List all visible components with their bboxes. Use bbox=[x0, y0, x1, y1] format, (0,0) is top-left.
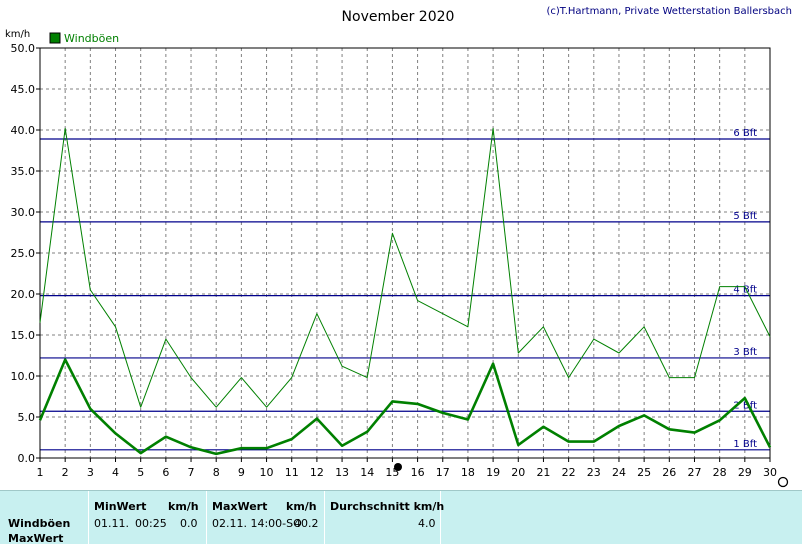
x-tick-label: 11 bbox=[285, 466, 299, 479]
x-tick-label: 28 bbox=[713, 466, 727, 479]
y-unit-label: km/h bbox=[5, 29, 30, 40]
x-tick-label: 18 bbox=[461, 466, 475, 479]
max-datetime: 02.11. 14:00-SO bbox=[212, 517, 302, 530]
x-tick-label: 22 bbox=[562, 466, 576, 479]
series-lines bbox=[38, 127, 772, 456]
summary-table: Windböen MaxWert MinWert km/h 01.11. 00:… bbox=[0, 490, 802, 545]
legend-label: Windböen bbox=[64, 32, 119, 45]
min-header: MinWert bbox=[94, 500, 147, 513]
x-tick-label: 4 bbox=[112, 466, 119, 479]
new-moon-icon bbox=[394, 463, 402, 471]
x-tick-label: 7 bbox=[188, 466, 195, 479]
x-tick-label: 25 bbox=[637, 466, 651, 479]
avg-header: Durchschnitt km/h bbox=[330, 500, 445, 513]
y-tick-label: 40.0 bbox=[11, 124, 36, 137]
beaufort-label: 5 Bft bbox=[733, 211, 757, 222]
x-tick-label: 30 bbox=[763, 466, 777, 479]
x-tick-label: 21 bbox=[536, 466, 550, 479]
x-tick-label: 6 bbox=[162, 466, 169, 479]
chart-title: November 2020 bbox=[342, 9, 455, 25]
x-tick-label: 19 bbox=[486, 466, 500, 479]
y-tick-label: 25.0 bbox=[11, 247, 36, 260]
min-time: 00:25 bbox=[135, 517, 167, 530]
min-date: 01.11. bbox=[94, 517, 129, 530]
y-tick-label: 30.0 bbox=[11, 206, 36, 219]
x-tick-label: 12 bbox=[310, 466, 324, 479]
y-tick-label: 45.0 bbox=[11, 83, 36, 96]
copyright-text: (c)T.Hartmann, Private Wetterstation Bal… bbox=[546, 6, 792, 17]
x-tick-label: 13 bbox=[335, 466, 349, 479]
x-tick-label: 5 bbox=[137, 466, 144, 479]
row-label-windboeen: Windböen bbox=[8, 517, 71, 530]
wind-chart: November 2020 (c)T.Hartmann, Private Wet… bbox=[5, 6, 792, 488]
x-tick-label: 9 bbox=[238, 466, 245, 479]
y-tick-label: 20.0 bbox=[11, 288, 36, 301]
min-value: 0.0 bbox=[180, 517, 198, 530]
x-tick-label: 26 bbox=[662, 466, 676, 479]
x-tick-label: 16 bbox=[411, 466, 425, 479]
legend-swatch bbox=[49, 32, 61, 44]
avg-value: 4.0 bbox=[418, 517, 436, 530]
x-tick-label: 17 bbox=[436, 466, 450, 479]
series-line-average bbox=[38, 358, 772, 456]
beaufort-label: 3 Bft bbox=[733, 347, 757, 358]
beaufort-label: 2 Bft bbox=[733, 400, 757, 411]
min-unit: km/h bbox=[168, 500, 199, 513]
x-tick-label: 8 bbox=[213, 466, 220, 479]
x-tick-label: 23 bbox=[587, 466, 601, 479]
beaufort-lines: 1 Bft 2 Bft 3 Bft 4 Bft 5 Bft 6 Bft bbox=[40, 128, 770, 451]
x-tick-label: 20 bbox=[511, 466, 525, 479]
y-tick-label: 5.0 bbox=[18, 411, 36, 424]
y-axis-ticks: 0.0 5.0 10.0 15.0 20.0 25.0 30.0 35.0 40.0 45.0 50… bbox=[11, 42, 40, 465]
grid bbox=[40, 48, 770, 458]
y-tick-label: 50.0 bbox=[11, 42, 36, 55]
x-axis-ticks: 1 2 3 4 5 6 7 8 9 10 11 12 13 14 15 16 17 18 19 20 21 22 23 24 2… bbox=[37, 458, 777, 479]
beaufort-label: 1 Bft bbox=[733, 439, 757, 450]
max-header: MaxWert bbox=[212, 500, 268, 513]
y-tick-label: 15.0 bbox=[11, 329, 36, 342]
x-tick-label: 27 bbox=[687, 466, 701, 479]
y-tick-label: 35.0 bbox=[11, 165, 36, 178]
y-tick-label: 0.0 bbox=[18, 452, 36, 465]
row-label-maxwert: MaxWert bbox=[8, 532, 64, 545]
x-tick-label: 3 bbox=[87, 466, 94, 479]
beaufort-label: 4 Bft bbox=[733, 285, 757, 296]
series-line-windboeen bbox=[39, 127, 771, 408]
max-value: 40.2 bbox=[294, 517, 319, 530]
y-tick-label: 10.0 bbox=[11, 370, 36, 383]
x-tick-label: 14 bbox=[360, 466, 374, 479]
x-tick-label: 10 bbox=[260, 466, 274, 479]
full-moon-icon bbox=[777, 476, 789, 488]
x-tick-label: 24 bbox=[612, 466, 626, 479]
max-unit: km/h bbox=[286, 500, 317, 513]
x-tick-label: 29 bbox=[738, 466, 752, 479]
x-tick-label: 1 bbox=[37, 466, 44, 479]
beaufort-label: 6 Bft bbox=[733, 128, 757, 139]
x-tick-label: 2 bbox=[62, 466, 69, 479]
